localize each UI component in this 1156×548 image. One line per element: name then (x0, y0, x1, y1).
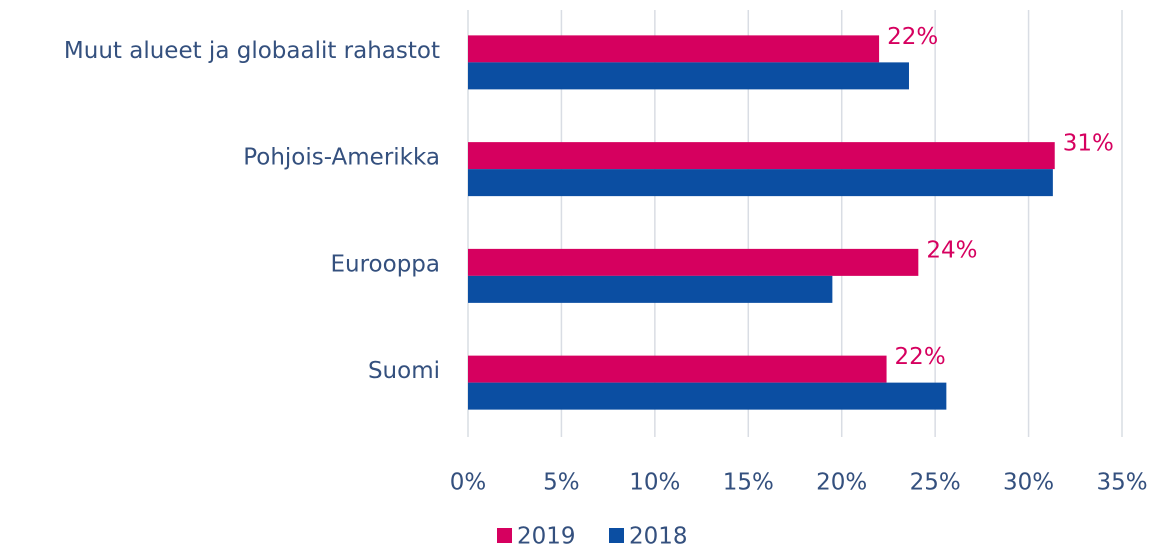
x-tick-label: 0% (450, 470, 487, 496)
x-tick-label: 10% (629, 470, 680, 496)
bar (468, 355, 887, 383)
data-label: 22% (887, 24, 938, 50)
data-label: 22% (895, 344, 946, 370)
bar (468, 275, 833, 303)
bar (468, 62, 909, 90)
bar (468, 142, 1055, 170)
x-tick-label: 30% (1003, 470, 1054, 496)
y-tick-label: Suomi (368, 358, 440, 384)
legend-label: 2018 (629, 524, 688, 548)
data-label: 24% (926, 237, 977, 263)
legend-swatch (497, 528, 512, 543)
y-tick-label: Eurooppa (331, 251, 441, 277)
legend-label: 2019 (517, 524, 576, 548)
bar (468, 248, 919, 276)
bar (468, 169, 1053, 197)
x-tick-label: 15% (723, 470, 774, 496)
y-tick-label: Muut alueet ja globaalit rahastot (64, 38, 440, 64)
y-tick-label: Pohjois-Amerikka (243, 145, 440, 171)
bar (468, 35, 880, 63)
x-tick-label: 5% (543, 470, 580, 496)
x-tick-label: 25% (910, 470, 961, 496)
legend-swatch (609, 528, 624, 543)
x-tick-label: 35% (1096, 470, 1147, 496)
bar (468, 382, 947, 410)
data-label: 31% (1063, 131, 1114, 157)
x-tick-label: 20% (816, 470, 867, 496)
